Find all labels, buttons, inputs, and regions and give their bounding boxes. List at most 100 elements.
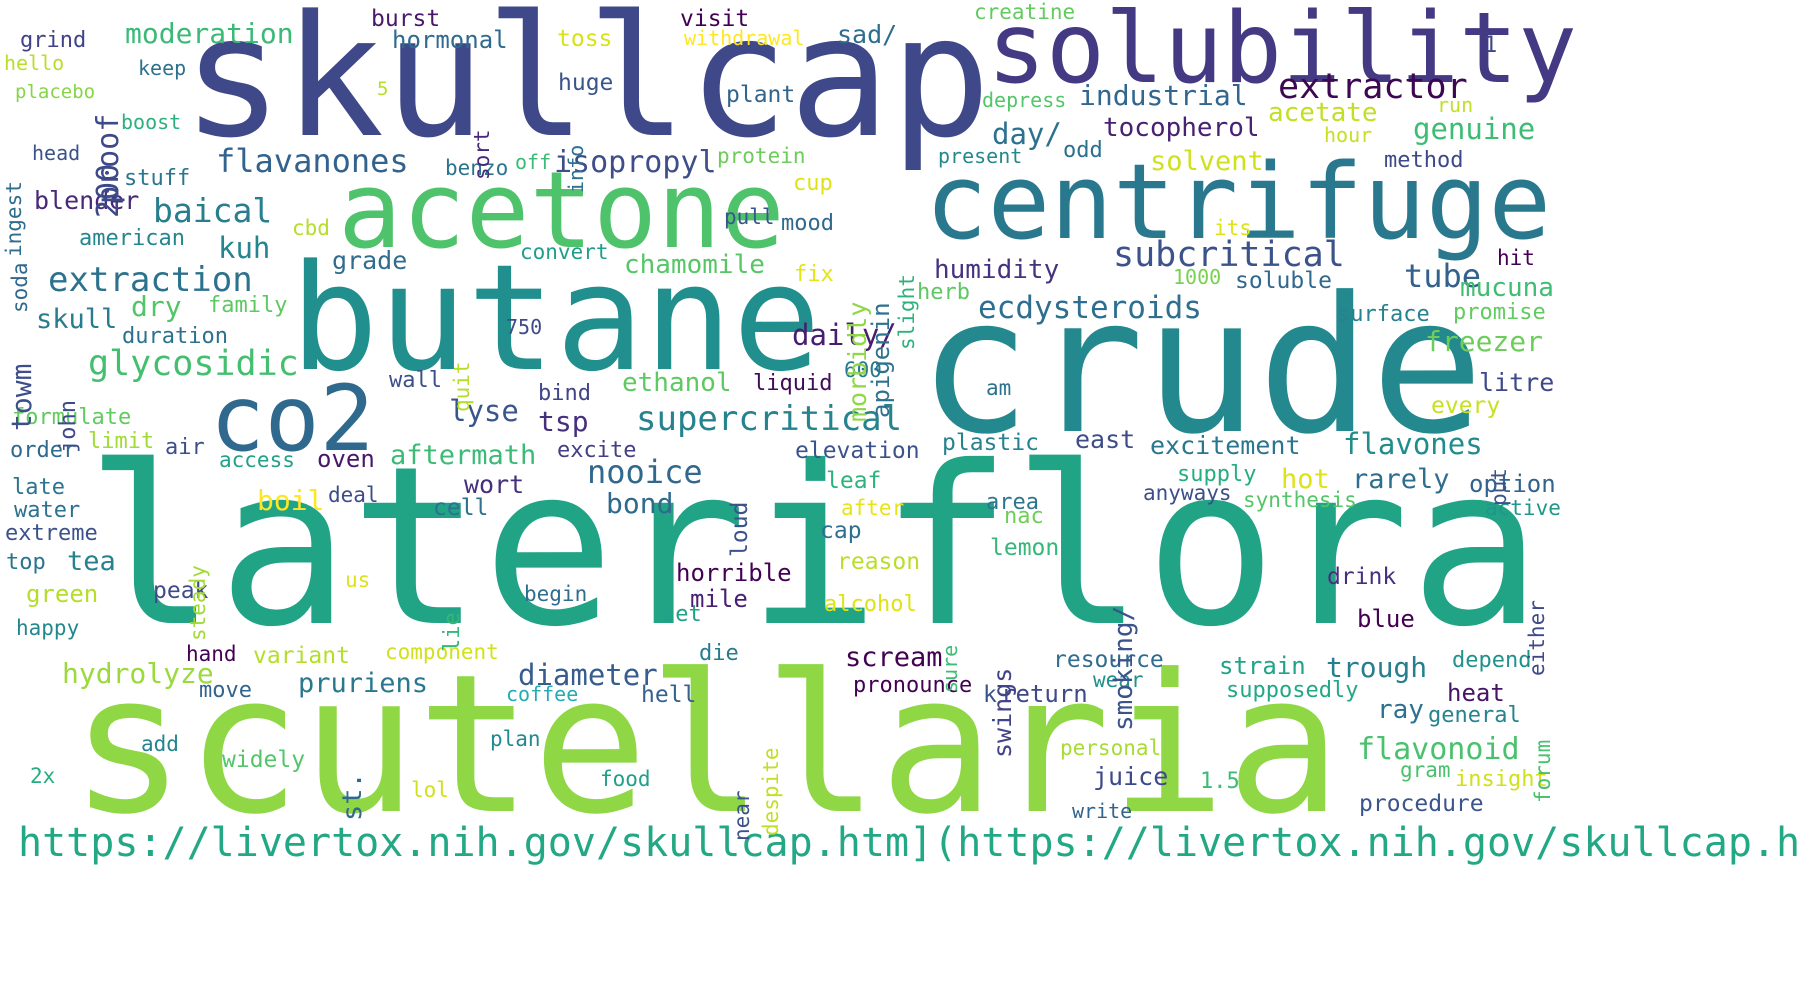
word-east: east bbox=[1075, 425, 1136, 454]
word-moderation: moderation bbox=[125, 17, 294, 50]
word-anyways: anyways bbox=[1143, 481, 1232, 505]
word-burst: burst bbox=[371, 6, 441, 32]
word-solvent: solvent bbox=[1150, 146, 1264, 177]
word-present: present bbox=[938, 144, 1023, 168]
word-mile: mile bbox=[690, 585, 748, 613]
word-smoking: smoking/ bbox=[1109, 605, 1139, 731]
word-hello: hello bbox=[4, 51, 65, 75]
word-near: near bbox=[730, 790, 754, 841]
word-nooice: nooice bbox=[587, 453, 703, 491]
word-horrible: horrible bbox=[676, 559, 792, 587]
word-plant: plant bbox=[726, 82, 796, 108]
word-cell: cell bbox=[433, 495, 489, 521]
word-head: head bbox=[32, 141, 81, 165]
word-excite: excite bbox=[557, 438, 637, 463]
word-herb: herb bbox=[917, 280, 970, 305]
word-lie: lie bbox=[440, 612, 465, 652]
word-hell: hell bbox=[641, 682, 697, 708]
word-chamomile: chamomile bbox=[624, 250, 765, 280]
word-odd: odd bbox=[1063, 138, 1103, 163]
word-access: access bbox=[219, 448, 295, 472]
word-dry: dry bbox=[131, 290, 182, 323]
word-food: food bbox=[600, 767, 651, 791]
word-livertox-url: https://livertox.nih.gov/skullcap.htm](h… bbox=[18, 820, 1800, 866]
word-hydrolyze: hydrolyze bbox=[62, 657, 214, 690]
word-1: 1 bbox=[1484, 33, 1498, 58]
word-creatine: creatine bbox=[974, 0, 1076, 24]
word-daily: daily/ bbox=[792, 318, 897, 352]
word-supercritical: supercritical bbox=[636, 399, 903, 439]
word-set: set bbox=[662, 602, 702, 627]
word-drink: drink bbox=[1327, 564, 1397, 590]
word-ingest: ingest bbox=[2, 181, 26, 257]
word-heat: heat bbox=[1447, 679, 1505, 707]
word-stuff: stuff bbox=[124, 166, 191, 191]
word-strain: strain bbox=[1219, 652, 1306, 680]
word-hour: hour bbox=[1324, 123, 1373, 147]
word-acetate: acetate bbox=[1268, 98, 1378, 128]
word-skullcap: skullcap bbox=[182, 0, 992, 175]
word-pruriens: pruriens bbox=[298, 668, 429, 699]
word-aftermath: aftermath bbox=[390, 440, 537, 471]
word-coffee: coffee bbox=[506, 682, 579, 706]
word-cbd: cbd bbox=[292, 216, 330, 240]
word-duration: duration bbox=[122, 324, 228, 349]
word-deal: deal bbox=[328, 483, 379, 507]
word-day: day/ bbox=[992, 117, 1062, 151]
word-towm: towm bbox=[5, 363, 38, 431]
word-after: after bbox=[841, 496, 905, 520]
word-sort: sort bbox=[470, 129, 494, 180]
word-procedure: procedure bbox=[1359, 791, 1484, 817]
word-plastic: plastic bbox=[942, 430, 1039, 456]
word-750: 750 bbox=[506, 315, 543, 339]
word-widely: widely bbox=[222, 747, 306, 773]
word-slight: slight bbox=[895, 274, 919, 350]
word-supply: supply bbox=[1177, 462, 1257, 487]
word-water: water bbox=[14, 498, 81, 523]
word-family: family bbox=[208, 293, 288, 318]
word-am: am bbox=[986, 376, 1012, 400]
word-air: air bbox=[165, 435, 205, 460]
word-resource: resource bbox=[1053, 647, 1164, 673]
word-green: green bbox=[26, 580, 99, 608]
word-top: top bbox=[6, 550, 46, 575]
word-limit: limit bbox=[88, 429, 155, 454]
word-ecdysteroids: ecdysteroids bbox=[978, 290, 1202, 326]
word-gram: gram bbox=[1400, 758, 1451, 782]
word-component: component bbox=[385, 640, 499, 664]
word-mucuna: mucuna bbox=[1460, 273, 1554, 303]
word-personal: personal bbox=[1060, 736, 1162, 760]
word-butane: butane bbox=[290, 233, 822, 404]
word-protein: protein bbox=[717, 144, 806, 168]
word-placebo: placebo bbox=[15, 81, 96, 103]
word-soda: soda bbox=[8, 262, 32, 313]
word-either: either bbox=[1525, 600, 1549, 676]
word-k: k bbox=[983, 682, 997, 708]
word-humidity: humidity bbox=[934, 255, 1060, 285]
word-begin: begin bbox=[524, 582, 588, 606]
word-extractor: extractor bbox=[1278, 67, 1468, 107]
word-synthesis: synthesis bbox=[1243, 488, 1357, 512]
word-toss: toss bbox=[557, 26, 613, 52]
word-pull: pull bbox=[724, 205, 775, 229]
word-scutellaria: scutellaria bbox=[70, 634, 1342, 857]
word-glycosidic: glycosidic bbox=[88, 344, 299, 384]
word-run: run bbox=[1437, 93, 1474, 117]
word-return: return bbox=[1001, 680, 1088, 708]
word-method: method bbox=[1384, 148, 1464, 173]
word-american: american bbox=[79, 226, 185, 251]
word-every: every bbox=[1431, 393, 1501, 419]
word-skull: skull bbox=[36, 304, 118, 335]
word-active: active bbox=[1485, 496, 1561, 520]
word-trough: trough bbox=[1326, 651, 1428, 684]
word-surface: surface bbox=[1337, 302, 1430, 327]
word-apigenin: apigenin bbox=[867, 302, 895, 418]
word-happy: happy bbox=[16, 616, 80, 640]
word-plan: plan bbox=[490, 727, 541, 751]
word-grind: grind bbox=[20, 28, 87, 53]
word-elevation: elevation bbox=[795, 438, 920, 464]
word-benzo: benzo bbox=[445, 156, 509, 180]
word-peak: peak bbox=[153, 578, 209, 604]
word-co2: co2 bbox=[210, 367, 375, 472]
